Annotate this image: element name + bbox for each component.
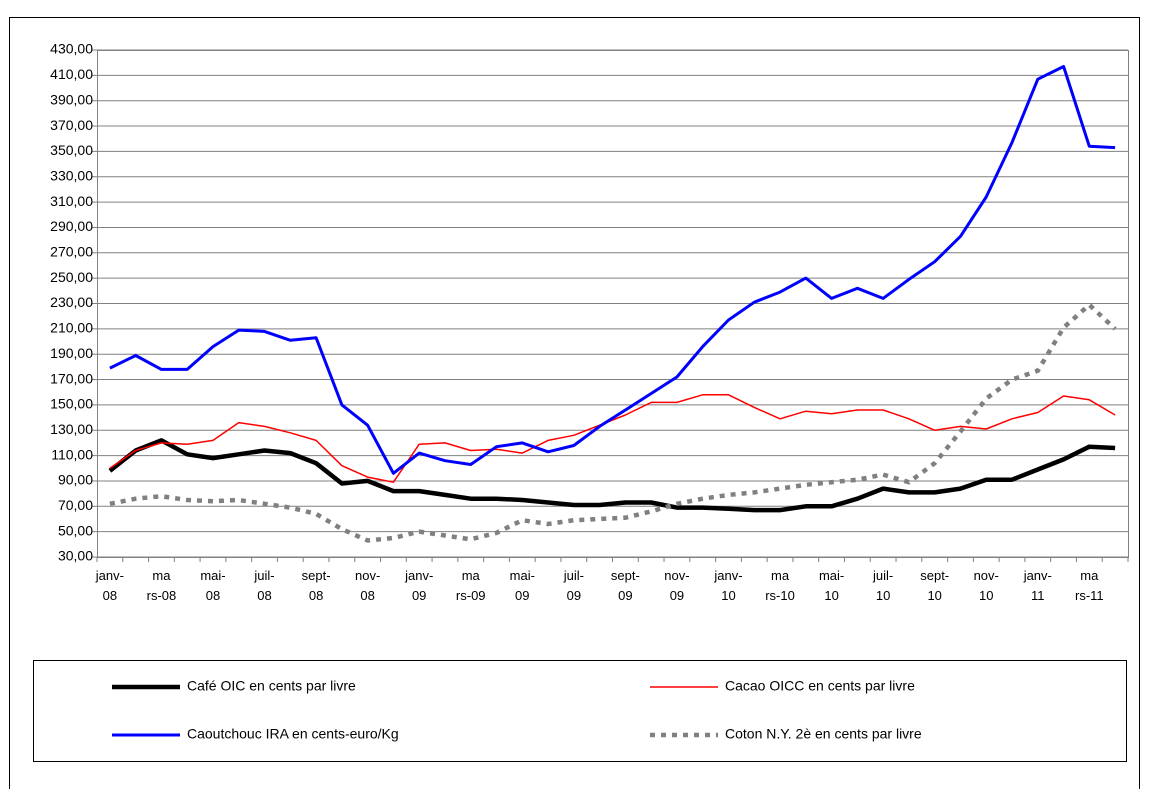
- y-tick-label: 50,00: [58, 522, 93, 538]
- legend-label: Coton N.Y. 2è en cents par livre: [725, 726, 922, 742]
- y-tick-label: 290,00: [50, 218, 93, 234]
- x-tick-label: mai-10: [819, 568, 844, 603]
- x-tick-label: nov-10: [974, 568, 999, 603]
- x-tick-label: juil-09: [563, 568, 584, 603]
- y-tick-label: 310,00: [50, 193, 93, 209]
- y-tick-label: 150,00: [50, 396, 93, 412]
- y-tick-label: 70,00: [58, 497, 93, 513]
- x-tick-label: juil-08: [253, 568, 274, 603]
- y-tick-label: 270,00: [50, 244, 93, 260]
- x-tick-label: ma rs-08: [147, 568, 177, 603]
- x-tick-label: janv-09: [404, 568, 433, 603]
- y-tick-label: 430,00: [50, 41, 93, 57]
- y-tick-label: 210,00: [50, 320, 93, 336]
- legend-label: Café OIC en cents par livre: [187, 678, 356, 694]
- series-line: [108, 438, 1116, 513]
- y-tick-label: 190,00: [50, 345, 93, 361]
- y-tick-label: 410,00: [50, 66, 93, 82]
- y-tick-label: 230,00: [50, 294, 93, 310]
- x-tick-label: nov-09: [664, 568, 689, 603]
- x-tick-label: sept-09: [611, 568, 640, 603]
- legend-label: Caoutchouc IRA en cents-euro/Kg: [187, 726, 399, 742]
- x-tick-label: ma rs-10: [765, 568, 795, 603]
- legend-box: [33, 660, 1127, 762]
- y-tick-label: 350,00: [50, 142, 93, 158]
- y-tick-label: 110,00: [51, 446, 93, 462]
- x-tick-label: janv-10: [713, 568, 742, 603]
- x-tick-label: janv-11: [1023, 568, 1052, 603]
- y-tick-label: 170,00: [50, 370, 93, 386]
- x-tick-label: juil-10: [872, 568, 893, 603]
- x-tick-label: mai-08: [200, 568, 225, 603]
- y-tick-label: 250,00: [50, 269, 93, 285]
- y-tick-label: 390,00: [50, 91, 93, 107]
- y-tick-label: 30,00: [58, 548, 93, 564]
- y-tick-label: 330,00: [50, 167, 93, 183]
- y-tick-label: 90,00: [58, 472, 93, 488]
- x-tick-label: mai-09: [510, 568, 535, 603]
- x-tick-label: janv-08: [95, 568, 124, 603]
- x-tick-label: nov-08: [355, 568, 380, 603]
- y-tick-label: 130,00: [50, 421, 93, 437]
- x-tick-label: sept-10: [920, 568, 949, 603]
- chart-border: [9, 17, 1140, 794]
- x-tick-label: ma rs-09: [456, 568, 486, 603]
- series-line: [109, 394, 1116, 483]
- x-tick-label: ma rs-11: [1075, 568, 1104, 603]
- series-line: [109, 302, 1117, 543]
- legend-label: Cacao OICC en cents par livre: [725, 678, 915, 694]
- y-tick-label: 370,00: [50, 117, 93, 133]
- series-line: [109, 65, 1116, 475]
- x-tick-label: sept-08: [302, 568, 331, 603]
